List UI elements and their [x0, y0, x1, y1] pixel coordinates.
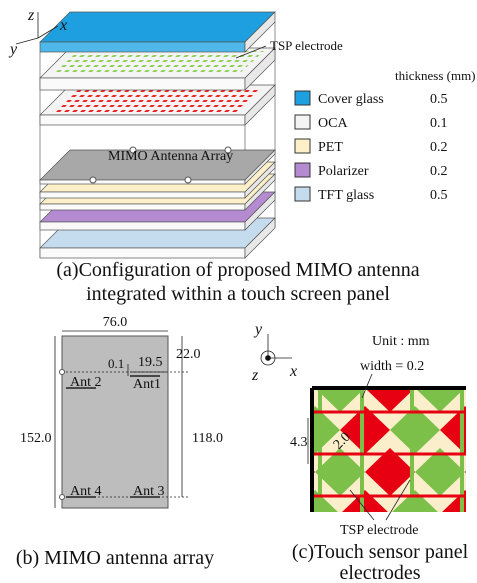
- width-note: width = 0.2: [360, 359, 424, 374]
- figure: z x y TSP electrode MIMO Antenna Array t…: [0, 0, 477, 583]
- antenna-label: Ant 4: [70, 484, 102, 499]
- legend-value: 0.2: [430, 164, 448, 179]
- port: [60, 370, 65, 375]
- legend-swatch: [295, 91, 310, 105]
- legend-label: PET: [318, 140, 343, 155]
- dim-label: 19.5: [138, 355, 163, 370]
- legend: Cover glass 0.5 OCA 0.1 PET 0.2 Polarizer 0.2 TF…: [295, 91, 448, 203]
- layer-front: [40, 180, 245, 184]
- y-axis: [16, 38, 38, 44]
- dim-label: 118.0: [192, 431, 223, 446]
- z-axis: [266, 356, 271, 361]
- legend-swatch: [295, 139, 310, 153]
- dim-label: 76.0: [103, 315, 128, 330]
- layer-front: [40, 115, 245, 125]
- diamond: [465, 448, 477, 496]
- legend-value: 0.1: [430, 116, 448, 131]
- layer-top: [40, 12, 275, 42]
- layer: [40, 48, 275, 90]
- legend-header: thickness (mm): [395, 68, 476, 83]
- legend-swatch: [295, 187, 310, 201]
- layer-stack: [40, 12, 275, 258]
- mimo-label: MIMO Antenna Array: [108, 149, 233, 164]
- caption: (b) MIMO antenna array: [16, 547, 214, 569]
- layer-front: [40, 192, 245, 198]
- tsp-label: TSP electrode: [340, 523, 418, 538]
- diamond: [465, 364, 477, 412]
- dim-label: 0.1: [108, 356, 124, 371]
- dim-label: 22.0: [176, 347, 201, 362]
- layer-front: [40, 222, 245, 230]
- legend-value: 0.5: [430, 92, 448, 107]
- axis-label: y: [8, 41, 18, 58]
- caption: electrodes: [339, 562, 420, 583]
- axis-label: x: [289, 363, 297, 380]
- electrode-grid: [265, 364, 477, 538]
- legend-swatch: [295, 115, 310, 129]
- legend-label: TFT glass: [318, 188, 374, 203]
- tsp-label: TSP electrode: [270, 38, 343, 53]
- diamond: [265, 448, 315, 496]
- legend-label: Polarizer: [318, 164, 369, 179]
- electrode-dots: [52, 51, 264, 75]
- page: z x y TSP electrode MIMO Antenna Array t…: [0, 0, 477, 583]
- layer-front: [40, 204, 245, 210]
- electrode-dots: [52, 88, 264, 112]
- axis-label: x: [59, 17, 67, 34]
- axis-label: z: [251, 367, 259, 384]
- axis-label: y: [253, 321, 263, 338]
- layer-front: [40, 248, 245, 258]
- legend-value: 0.2: [430, 140, 448, 155]
- antenna-label: Ant1: [133, 377, 161, 392]
- legend-label: OCA: [318, 116, 348, 131]
- antenna-label: Ant 2: [70, 375, 102, 390]
- caption: integrated within a touch screen panel: [86, 283, 390, 305]
- unit: Unit : mm: [372, 334, 430, 349]
- dim-label: 152.0: [20, 431, 52, 446]
- caption: (a)Configuration of proposed MIMO antenn…: [56, 259, 419, 281]
- antenna-label: Ant 3: [133, 484, 165, 499]
- legend-value: 0.5: [430, 188, 448, 203]
- port: [90, 177, 96, 183]
- layer: [40, 85, 275, 125]
- caption: (c)Touch sensor panel: [292, 541, 469, 563]
- axes-c: [261, 334, 292, 365]
- legend-label: Cover glass: [318, 92, 384, 107]
- axis-label: z: [27, 7, 35, 24]
- port: [60, 495, 65, 500]
- layer-front: [40, 78, 245, 90]
- dim-label: 4.3: [290, 435, 308, 450]
- legend-swatch: [295, 163, 310, 177]
- layer: [40, 12, 275, 52]
- layer-front: [40, 42, 245, 52]
- port: [185, 177, 191, 183]
